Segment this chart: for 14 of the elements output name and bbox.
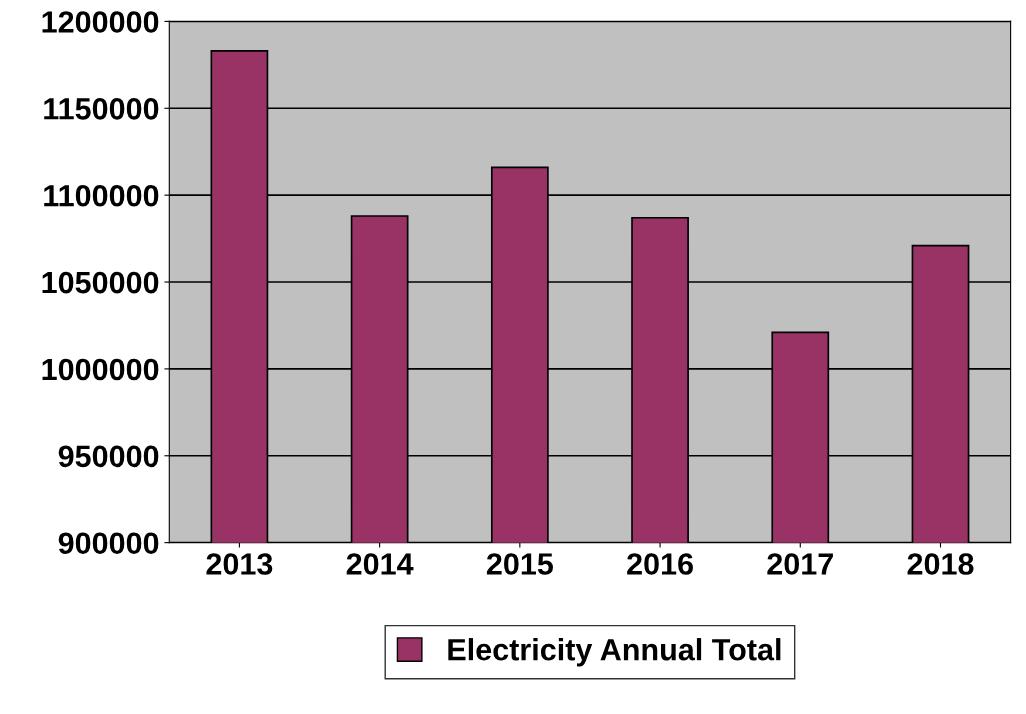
y-tick-label: 1050000 — [42, 271, 159, 294]
x-tick-label: 2017 — [767, 553, 833, 575]
x-tick-label: 2013 — [206, 553, 273, 575]
y-tick-label: 1200000 — [42, 11, 159, 33]
y-tick-label: 1000000 — [42, 358, 159, 381]
y-tick-label: 900000 — [58, 532, 159, 555]
y-tick-label: 1100000 — [44, 184, 159, 207]
y-tick-label: 950000 — [58, 445, 159, 468]
x-tick-label: 2016 — [627, 553, 693, 575]
x-tick-label: 2018 — [907, 553, 974, 575]
x-tick-label: 2015 — [486, 553, 553, 575]
y-tick-label: 1150000 — [44, 98, 159, 120]
x-tick-label: 2014 — [346, 553, 414, 575]
legend-label: Electricity Annual Total — [448, 638, 781, 667]
